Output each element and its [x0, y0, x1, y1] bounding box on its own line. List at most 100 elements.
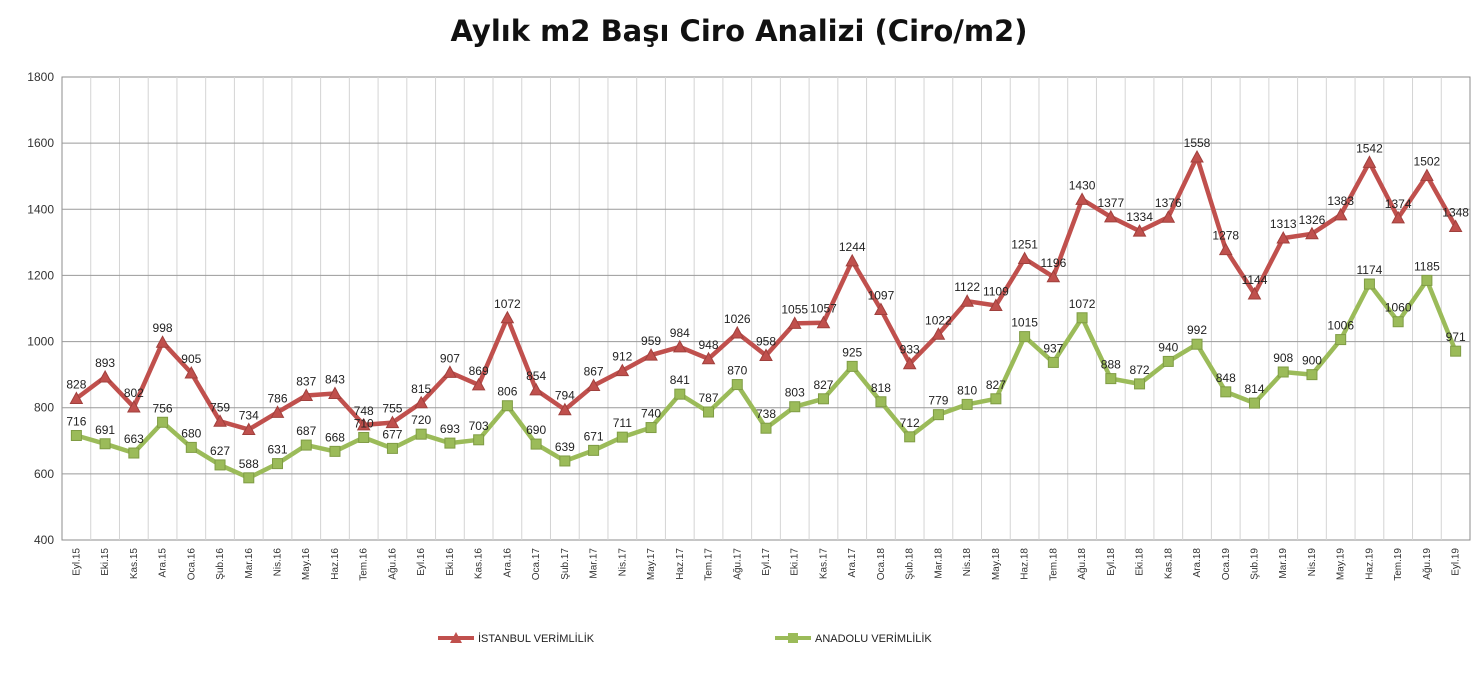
data-point: [1075, 192, 1089, 205]
data-point: [356, 417, 371, 431]
x-tick-label: Ara.15: [158, 548, 169, 578]
data-point: [299, 388, 314, 401]
y-tick-label: 800: [34, 401, 54, 415]
data-point: [157, 416, 169, 428]
data-label: 1542: [1356, 141, 1383, 155]
data-point: [443, 365, 457, 378]
x-tick-label: Mar.17: [589, 548, 600, 579]
data-point: [787, 316, 802, 329]
x-tick-label: Şub.17: [560, 548, 571, 580]
data-label: 588: [239, 457, 259, 471]
x-tick-label: Mar.19: [1278, 548, 1289, 579]
x-tick-label: Oca.16: [186, 548, 197, 581]
data-label: 1072: [494, 297, 521, 311]
data-label: 680: [181, 426, 201, 440]
data-point: [241, 422, 256, 436]
data-label: 627: [210, 444, 230, 458]
data-point: [1019, 331, 1031, 343]
data-point: [214, 459, 226, 471]
data-label: 710: [354, 416, 374, 430]
data-point: [1247, 286, 1262, 300]
data-label: 1015: [1011, 316, 1038, 330]
data-point: [644, 348, 658, 361]
data-point: [213, 414, 227, 427]
data-label: 671: [584, 429, 604, 443]
data-label: 867: [584, 365, 604, 379]
data-label: 1376: [1155, 196, 1182, 210]
x-tick-label: Ara.17: [847, 548, 858, 578]
data-label: 870: [727, 364, 747, 378]
data-point: [415, 428, 427, 440]
data-label: 937: [1043, 341, 1063, 355]
plot-area: [61, 76, 1471, 541]
data-point: [759, 348, 773, 361]
x-tick-label: Eki.15: [100, 548, 111, 576]
x-tick-label: Eki.16: [445, 548, 456, 576]
x-tick-label: Haz.18: [1020, 548, 1031, 580]
data-label: 1196: [1040, 256, 1066, 270]
data-label: 668: [325, 430, 345, 444]
data-point: [902, 356, 917, 370]
x-tick-label: May.19: [1336, 548, 1347, 580]
data-label: 888: [1101, 358, 1121, 372]
data-point: [328, 386, 342, 399]
data-point: [817, 393, 829, 405]
x-tick-label: Kas.16: [474, 548, 485, 580]
data-point: [559, 455, 571, 467]
data-label: 740: [641, 407, 661, 421]
data-point: [184, 365, 199, 379]
legend-marker: [788, 633, 798, 643]
data-label: 806: [497, 385, 517, 399]
x-tick-label: Tem.18: [1048, 548, 1059, 581]
data-point: [1220, 386, 1232, 398]
data-point: [500, 310, 515, 324]
data-point: [616, 431, 628, 443]
data-point: [730, 325, 745, 339]
data-label: 720: [411, 413, 431, 427]
data-point: [270, 405, 285, 418]
y-tick-label: 400: [34, 533, 54, 547]
data-point: [1017, 251, 1032, 265]
data-label: 734: [239, 409, 259, 423]
data-label: 1122: [954, 280, 980, 294]
data-label: 958: [756, 334, 776, 348]
data-point: [1162, 355, 1174, 367]
data-point: [703, 406, 715, 418]
data-point: [1076, 312, 1088, 324]
x-tick-label: May.16: [301, 548, 312, 580]
data-point: [960, 294, 974, 307]
data-label: 1109: [983, 285, 1009, 299]
data-label: 828: [66, 377, 86, 391]
data-point: [615, 363, 630, 377]
data-label: 631: [267, 443, 287, 457]
data-point: [1161, 210, 1176, 223]
data-point: [1047, 356, 1059, 368]
data-label: 1144: [1242, 273, 1268, 287]
x-tick-label: Ağu.16: [387, 548, 398, 580]
data-label: 693: [440, 422, 460, 436]
data-point: [530, 438, 542, 450]
data-point: [243, 472, 255, 484]
x-tick-label: Eyl.19: [1451, 548, 1462, 576]
data-point: [1276, 231, 1291, 244]
data-point: [846, 360, 858, 372]
x-tick-label: Ağu.19: [1422, 548, 1433, 580]
data-label: 738: [756, 407, 776, 421]
data-point: [185, 441, 197, 453]
data-point: [672, 339, 687, 353]
x-tick-label: Eyl.16: [416, 548, 427, 576]
y-tick-label: 1800: [27, 70, 54, 84]
x-tick-label: Kas.15: [129, 548, 140, 580]
data-point: [444, 437, 456, 449]
data-point: [558, 402, 572, 416]
data-point: [1333, 207, 1348, 221]
data-label: 1055: [781, 302, 808, 316]
data-point: [329, 445, 341, 457]
x-tick-label: Mar.16: [244, 548, 255, 579]
data-point: [1363, 278, 1375, 290]
data-label: 818: [871, 381, 891, 395]
data-label: 815: [411, 382, 431, 396]
data-point: [588, 444, 600, 456]
data-label: 1060: [1385, 301, 1412, 315]
data-label: 803: [785, 386, 805, 400]
